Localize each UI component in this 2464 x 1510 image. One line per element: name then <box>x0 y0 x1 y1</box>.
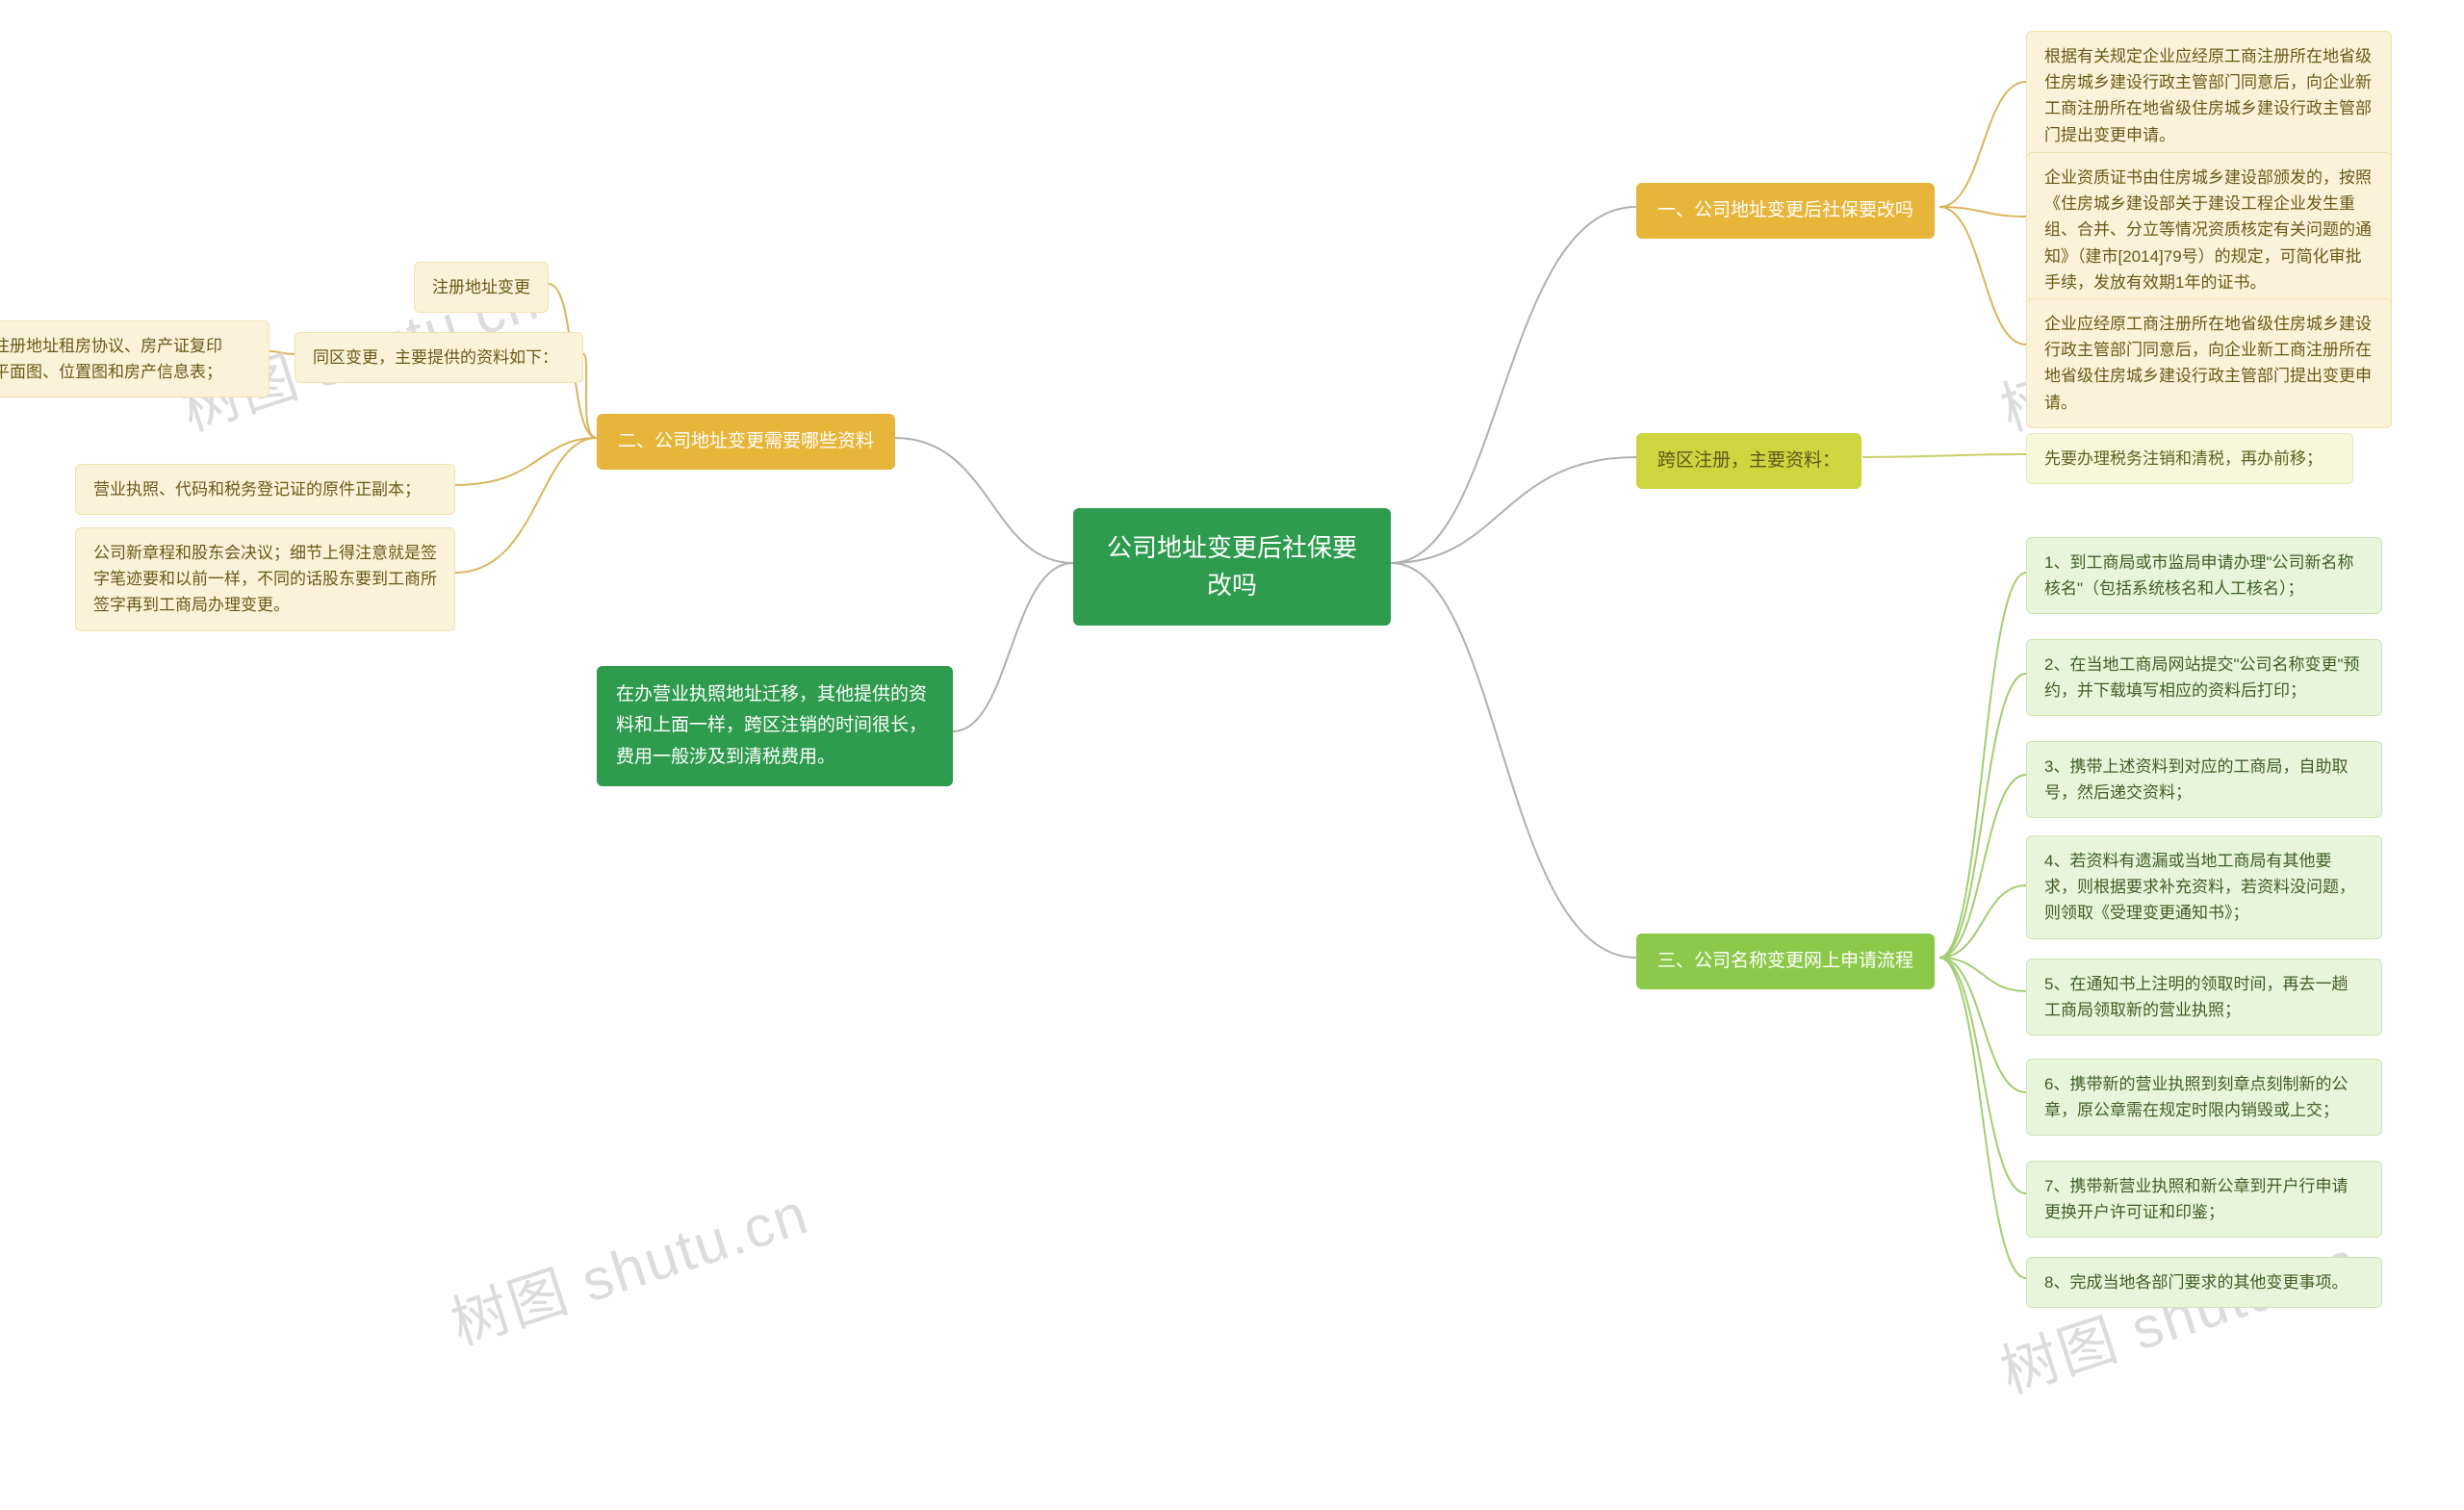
root-node[interactable]: 公司地址变更后社保要改吗 <box>1073 508 1391 626</box>
branch-section-1[interactable]: 一、公司地址变更后社保要改吗 <box>1636 183 1935 239</box>
branch-section-2[interactable]: 二、公司地址变更需要哪些资料 <box>597 414 895 470</box>
watermark: 树图 shutu.cn <box>439 1167 818 1362</box>
leaf-b2-3[interactable]: 营业执照、代码和税务登记证的原件正副本； <box>75 464 455 515</box>
leaf-b3-6[interactable]: 6、携带新的营业执照到刻章点刻制新的公章，原公章需在规定时限内销毁或上交； <box>2026 1059 2382 1136</box>
leaf-b1-3[interactable]: 企业应经原工商注册所在地省级住房城乡建设行政主管部门同意后，向企业新工商注册所在… <box>2026 298 2392 428</box>
leaf-b2-4[interactable]: 公司新章程和股东会决议；细节上得注意就是签字笔迹要和以前一样，不同的话股东要到工… <box>75 527 455 631</box>
leaf-b1-2[interactable]: 企业资质证书由住房城乡建设部颁发的，按照《住房城乡建设部关于建设工程企业发生重组… <box>2026 152 2392 308</box>
watermark: 树图 shutu.cn <box>1989 1216 2368 1410</box>
leaf-b3-4[interactable]: 4、若资料有遗漏或当地工商局有其他要求，则根据要求补充资料，若资料没问题，则领取… <box>2026 835 2382 939</box>
leaf-b2-2[interactable]: 同区变更，主要提供的资料如下： <box>295 332 583 383</box>
leaf-b3-5[interactable]: 5、在通知书上注明的领取时间，再去一趟工商局领取新的营业执照； <box>2026 959 2382 1036</box>
branch-section-3[interactable]: 三、公司名称变更网上申请流程 <box>1636 934 1935 989</box>
branch-note-block[interactable]: 在办营业执照地址迁移，其他提供的资料和上面一样，跨区注销的时间很长，费用一般涉及… <box>597 666 953 786</box>
leaf-b3-7[interactable]: 7、携带新营业执照和新公章到开户行申请更换开户许可证和印鉴； <box>2026 1161 2382 1238</box>
leaf-b3-1[interactable]: 1、到工商局或市监局申请办理"公司新名称核名"（包括系统核名和人工核名）； <box>2026 537 2382 614</box>
leaf-b1-1[interactable]: 根据有关规定企业应经原工商注册所在地省级住房城乡建设行政主管部门同意后，向企业新… <box>2026 31 2392 161</box>
leaf-cross-1[interactable]: 先要办理税务注销和清税，再办前移； <box>2026 433 2353 484</box>
leaf-b3-8[interactable]: 8、完成当地各部门要求的其他变更事项。 <box>2026 1257 2382 1308</box>
leaf-b2-1[interactable]: 注册地址变更 <box>414 262 549 313</box>
branch-cross-district[interactable]: 跨区注册，主要资料： <box>1636 433 1861 489</box>
leaf-b2-2a[interactable]: 新的注册地址租房协议、房产证复印将、平面图、位置图和房产信息表； <box>0 320 270 397</box>
leaf-b3-2[interactable]: 2、在当地工商局网站提交"公司名称变更"预约，并下载填写相应的资料后打印； <box>2026 639 2382 716</box>
leaf-b3-3[interactable]: 3、携带上述资料到对应的工商局，自助取号，然后递交资料； <box>2026 741 2382 818</box>
